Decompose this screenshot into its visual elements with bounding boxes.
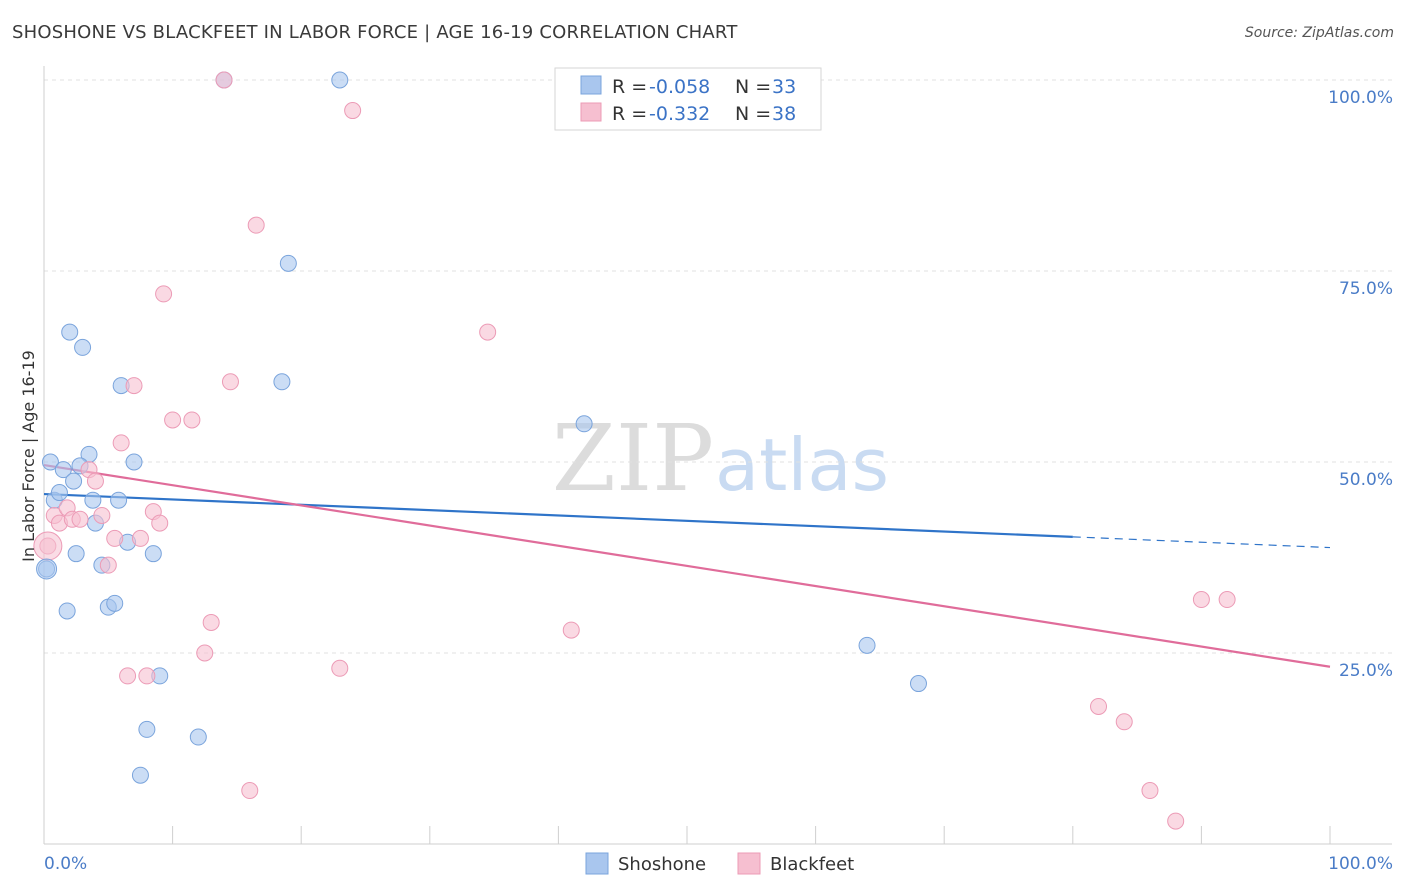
legend-key-shoshone	[585, 852, 609, 875]
point-blackfeet	[1192, 591, 1210, 609]
watermark: ZIP atlas	[552, 405, 889, 512]
point-blackfeet	[138, 667, 156, 685]
point-shoshone	[65, 472, 83, 490]
point-shoshone	[575, 415, 593, 433]
point-blackfeet	[479, 323, 497, 341]
point-blackfeet	[151, 514, 169, 532]
point-shoshone-cluster	[36, 558, 58, 580]
legend-label-shoshone: Shoshone	[618, 854, 706, 875]
point-blackfeet	[183, 411, 201, 429]
point-blackfeet	[71, 510, 89, 528]
x-tick-min: 0.0%	[44, 854, 87, 874]
trend-line-blackfeet	[43, 463, 1331, 668]
legend-key-blackfeet	[737, 852, 761, 875]
point-blackfeet	[1141, 782, 1159, 800]
legend-r-value-blackfeet: -0.332	[649, 103, 710, 125]
y-tick-label: 100.0%	[1328, 88, 1393, 108]
point-blackfeet	[241, 782, 259, 800]
point-blackfeet	[164, 411, 182, 429]
y-axis-label: In Labor Force | Age 16-19	[19, 350, 38, 562]
point-shoshone	[58, 602, 76, 620]
point-shoshone	[110, 491, 128, 509]
stats-legend: R = -0.058 N = 33 R = -0.332 N = 38	[554, 67, 822, 131]
point-shoshone	[41, 453, 59, 471]
legend-swatch-shoshone	[580, 75, 602, 95]
point-shoshone	[106, 594, 124, 612]
y-tick-label: 25.0%	[1339, 661, 1393, 681]
series-legend: Shoshone Blackfeet	[585, 852, 854, 875]
legend-n-label-shoshone: N =	[735, 76, 771, 98]
point-blackfeet	[155, 285, 173, 303]
point-blackfeet	[86, 472, 104, 490]
point-shoshone	[61, 323, 79, 341]
point-shoshone	[67, 545, 85, 563]
point-blackfeet	[331, 659, 349, 677]
point-shoshone	[909, 675, 927, 693]
point-shoshone	[131, 766, 149, 784]
point-blackfeet	[196, 644, 214, 662]
y-tick-labels: 100.0% 75.0% 50.0% 25.0%	[1328, 88, 1393, 681]
point-blackfeet	[1090, 697, 1108, 715]
point-blackfeet	[106, 529, 124, 547]
trend-extension-shoshone	[1072, 536, 1331, 549]
legend-swatch-blackfeet	[580, 102, 602, 122]
point-shoshone	[84, 491, 102, 509]
trend-line-shoshone	[43, 492, 1073, 538]
point-shoshone	[189, 728, 207, 746]
point-shoshone	[279, 254, 297, 272]
chart-title: SHOSHONE VS BLACKFEET IN LABOR FORCE | A…	[12, 22, 738, 43]
point-shoshone	[74, 338, 92, 356]
point-blackfeet	[215, 71, 233, 89]
point-shoshone	[331, 71, 349, 89]
point-shoshone	[273, 373, 291, 391]
point-blackfeet	[247, 216, 265, 234]
y-tick-label: 50.0%	[1339, 470, 1393, 490]
point-shoshone	[144, 545, 162, 563]
point-blackfeet	[93, 506, 111, 524]
legend-r-label-blackfeet: R =	[612, 103, 647, 125]
point-shoshone	[138, 720, 156, 738]
chart-source: Source: ZipAtlas.com	[1244, 25, 1394, 41]
axes	[43, 66, 1392, 845]
point-blackfeet	[562, 621, 580, 639]
point-blackfeet	[125, 377, 143, 395]
legend-n-value-blackfeet: 38	[772, 103, 796, 125]
point-blackfeet	[112, 434, 130, 452]
legend-n-value-shoshone: 33	[772, 76, 796, 98]
data-points	[33, 71, 1236, 830]
trend-lines	[43, 463, 1331, 668]
point-blackfeet	[1167, 812, 1185, 830]
point-blackfeet	[221, 373, 239, 391]
point-shoshone	[858, 636, 876, 654]
x-tick-max: 100.0%	[1328, 854, 1393, 874]
y-tick-label: 75.0%	[1339, 279, 1393, 299]
point-shoshone	[50, 484, 68, 502]
point-blackfeet-cluster	[33, 531, 63, 561]
point-blackfeet	[1115, 713, 1133, 731]
point-blackfeet	[344, 102, 362, 120]
legend-label-blackfeet: Blackfeet	[770, 854, 854, 875]
point-blackfeet	[119, 667, 137, 685]
point-shoshone	[125, 453, 143, 471]
point-blackfeet	[202, 613, 220, 631]
gridlines	[44, 79, 1392, 654]
legend-r-label-shoshone: R =	[612, 76, 647, 98]
point-blackfeet	[99, 556, 117, 574]
point-shoshone	[54, 461, 72, 479]
legend-n-label-blackfeet: N =	[735, 103, 771, 125]
legend-r-value-shoshone: -0.058	[649, 76, 710, 98]
point-blackfeet	[1218, 591, 1236, 609]
watermark-atlas: atlas	[715, 423, 889, 507]
point-blackfeet	[131, 529, 149, 547]
